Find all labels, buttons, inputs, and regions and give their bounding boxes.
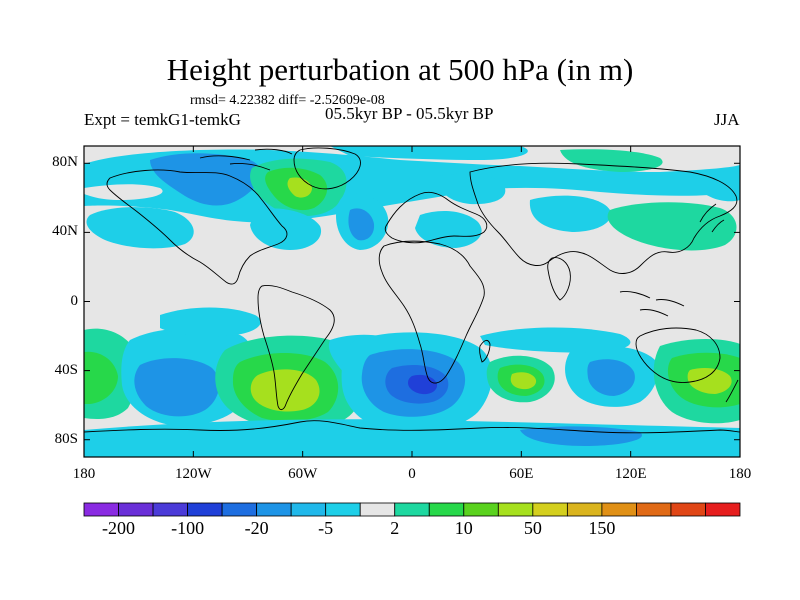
coastline-india xyxy=(547,257,571,301)
lat-tick-label: 40N xyxy=(52,223,78,240)
colorbar-swatch xyxy=(256,502,292,517)
lat-tick-label: 40S xyxy=(54,361,78,378)
coastline-north-america xyxy=(106,169,288,285)
contour-region xyxy=(480,327,631,353)
colorbar-swatch xyxy=(394,502,430,517)
coastline-japan xyxy=(699,203,725,233)
colorbar-swatch xyxy=(670,502,706,517)
coastline-madagascar xyxy=(479,339,491,363)
colorbar-swatch xyxy=(152,502,188,517)
lat-tick-label: 0 xyxy=(70,292,79,309)
coastline-asia xyxy=(469,162,738,274)
lat-tick-label: 80S xyxy=(54,430,78,447)
contour-region xyxy=(330,146,528,160)
colorbar-label: 150 xyxy=(588,518,616,538)
colorbar-swatch xyxy=(463,502,499,517)
colorbar-swatch xyxy=(601,502,637,517)
coastline-new-zealand xyxy=(725,379,739,403)
contour-region xyxy=(150,153,261,206)
colorbar-swatch xyxy=(705,502,741,517)
coastlines xyxy=(84,147,740,434)
coastline-greenland xyxy=(293,147,361,190)
colorbar-swatch xyxy=(428,502,465,517)
period-label: 05.5kyr BP - 05.5kyr BP xyxy=(325,104,494,123)
contour-region xyxy=(529,195,611,232)
contour-region xyxy=(510,372,537,390)
axis-ticks xyxy=(83,146,741,457)
contour-region xyxy=(250,369,320,412)
lon-tick-label: 180 xyxy=(72,466,96,482)
colorbar-swatch xyxy=(221,502,258,517)
contour-region xyxy=(520,426,642,446)
coastline-australia xyxy=(635,327,721,383)
colorbar-swatch xyxy=(636,502,672,517)
coastline-south-america xyxy=(257,285,335,411)
contour-region xyxy=(84,184,163,200)
lon-tick-label: 60E xyxy=(509,466,534,482)
contour-region xyxy=(84,351,118,404)
contour-region xyxy=(687,368,732,394)
rmsd-stats: rmsd= 4.22382 diff= -2.52609e-08 xyxy=(190,93,385,108)
contour-region xyxy=(439,173,506,205)
contour-region xyxy=(587,359,635,396)
colorbar-swatch xyxy=(497,502,534,517)
contour-region xyxy=(408,374,438,395)
colorbar-swatch xyxy=(83,502,119,517)
contour-region xyxy=(348,208,375,241)
colorbar-swatch xyxy=(532,502,568,517)
colorbar-label: -100 xyxy=(171,518,205,538)
contour-region xyxy=(86,207,194,249)
colorbar-label: -200 xyxy=(102,518,136,538)
season-label: JJA xyxy=(714,110,740,129)
lon-tick-label: 180 xyxy=(728,466,752,482)
map-title: Height perturbation at 500 hPa (in m) xyxy=(166,52,634,87)
lon-tick-label: 0 xyxy=(408,466,416,482)
colorbar-swatch xyxy=(566,502,603,517)
colorbar-label: 2 xyxy=(390,518,400,538)
colorbar-label: -20 xyxy=(244,518,269,538)
colorbar-swatch xyxy=(187,502,223,517)
lat-tick-label: 80N xyxy=(52,154,78,171)
coastline-europe xyxy=(384,191,488,244)
colorbar-label: -5 xyxy=(318,518,334,538)
lon-tick-label: 120E xyxy=(614,466,647,482)
coastline-africa xyxy=(378,240,485,384)
lon-tick-label: 60W xyxy=(288,466,318,482)
colorbar xyxy=(83,502,741,517)
colorbar-label: 10 xyxy=(454,518,473,538)
coastline-antarctica xyxy=(84,420,740,434)
lon-tick-label: 120W xyxy=(174,466,212,482)
contour-region xyxy=(134,358,220,417)
contour-region xyxy=(607,202,737,251)
contour-fields xyxy=(84,146,740,457)
coastline-indonesia xyxy=(619,291,685,317)
colorbar-swatch xyxy=(359,502,396,517)
colorbar-swatch xyxy=(325,502,361,517)
coastline-arctic-islands xyxy=(199,148,293,171)
contour-region xyxy=(415,210,482,248)
colorbar-swatch xyxy=(290,502,327,517)
contour-region xyxy=(160,307,261,337)
experiment-label: Expt = temkG1-temkG xyxy=(84,110,241,129)
colorbar-label: 50 xyxy=(523,518,542,538)
contour-region xyxy=(696,169,740,202)
contour-region xyxy=(560,149,663,172)
colorbar-swatch xyxy=(118,502,154,517)
